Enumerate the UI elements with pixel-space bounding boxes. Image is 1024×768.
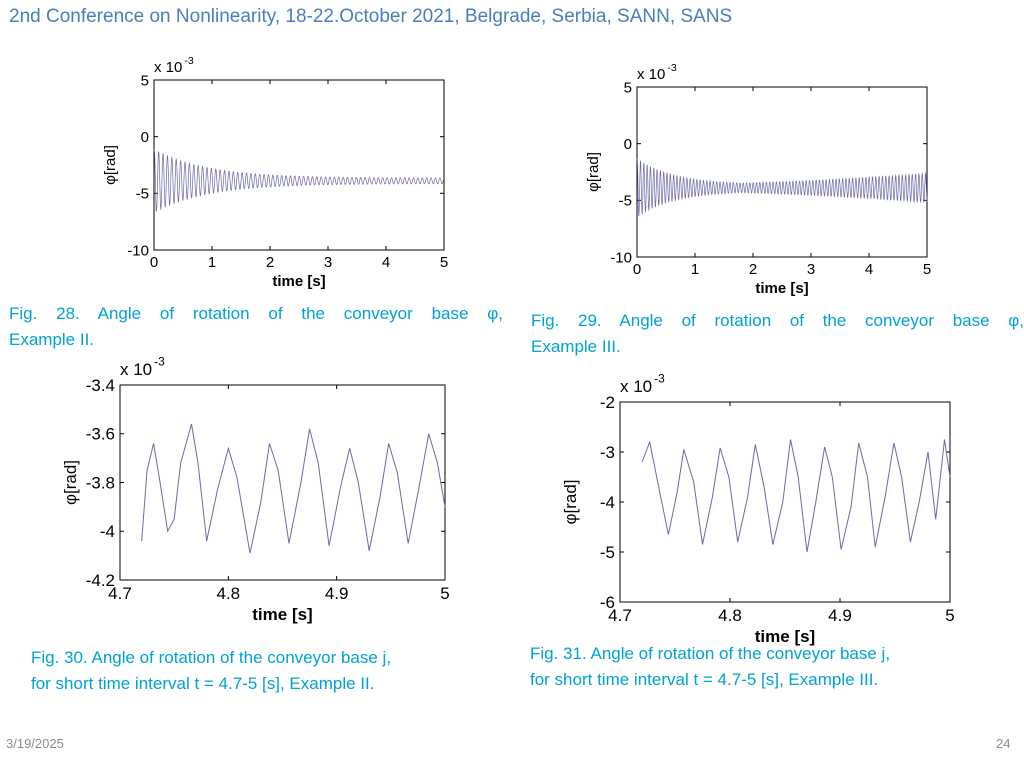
caption-fig31-line1: Fig. 31. Angle of rotation of the convey… [530,644,891,663]
fig30-xtick-label-3: 5 [440,584,449,603]
chart-fig28: 0 1 2 3 4 5 -10 -5 0 5 x 10 -3 time [s] φ[rad] [90,50,460,300]
fig30-xlabel: time [s] [252,605,312,624]
fig28-xtick-label-1: 1 [208,254,216,271]
fig30-ytick-label-3: -3.6 [86,425,115,444]
caption-fig30-line2: for short time interval t = 4.7-5 [s], E… [31,674,375,693]
fig31-ytick-label-0: -6 [600,593,615,612]
fig30-ylabel: φ[rad] [61,460,80,505]
fig28-xtick-label-2: 2 [266,254,274,271]
fig29-xtick-label-1: 1 [691,261,699,278]
fig31-multiplier-exponent: -3 [654,372,665,386]
chart-fig28-svg: 0 1 2 3 4 5 -10 -5 0 5 x 10 -3 time [s] φ[rad] [102,55,448,290]
fig31-ytick-label-1: -5 [600,543,615,562]
fig30-ytick-label-0: -4.2 [86,571,115,590]
fig30-xtick-label-0: 4.7 [108,584,132,603]
fig28-xtick-label-0: 0 [150,254,158,271]
fig28-plot-frame [153,79,445,251]
caption-fig31-line2: for short time interval t = 4.7-5 [s], E… [530,670,879,689]
fig28-multiplier-label: x 10 [154,59,182,76]
fig28-ylabel: φ[rad] [102,145,119,185]
fig28-ytick-label-3: 5 [141,72,149,89]
fig29-ytick-label-2: 0 [624,136,632,153]
fig30-xtick-label-2: 4.9 [325,584,349,603]
fig29-ytick-label-1: -5 [619,193,632,210]
chart-fig30-svg: 4.7 4.8 4.9 5 -4.2 -4 -3.8 -3.6 -3.4 x 10 -3 time [… [61,355,450,624]
fig31-xtick-label-3: 5 [945,606,954,625]
caption-fig29: Fig. 29. Angle of rotation of the convey… [531,308,1024,360]
fig31-series-line [641,439,951,553]
fig29-xlabel: time [s] [755,280,808,297]
footer-page-number: 24 [996,736,1011,751]
fig29-xtick-label-3: 3 [807,261,815,278]
caption-fig30: Fig. 30. Angle of rotation of the convey… [31,645,501,697]
fig30-multiplier-exponent: -3 [154,355,165,369]
fig29-xtick-label-5: 5 [923,261,931,278]
fig29-ytick-label-3: 5 [624,79,632,96]
chart-fig29: 0 1 2 3 4 5 -10 -5 0 5 x 10 -3 time [s] φ[rad] [575,55,950,305]
chart-fig30: 4.7 4.8 4.9 5 -4.2 -4 -3.8 -3.6 -3.4 x 10 -3 time [… [40,345,470,635]
caption-fig31: Fig. 31. Angle of rotation of the convey… [530,641,1010,693]
chart-fig31: 4.7 4.8 4.9 5 -6 -5 -4 -3 -2 x 10 -3 time [s] φ[rad] [560,365,980,646]
fig30-ytick-label-4: -3.4 [86,376,115,395]
fig31-ytick-label-2: -4 [600,493,615,512]
fig31-xtick-label-1: 4.8 [718,606,742,625]
caption-fig28-line2: Example II. [9,330,95,349]
fig29-xtick-label-4: 4 [865,261,873,278]
caption-fig28: Fig. 28. Angle of rotation of the convey… [9,301,503,353]
fig30-multiplier-label: x 10 [120,360,152,379]
fig31-xtick-label-0: 4.7 [608,606,632,625]
fig28-xtick-label-4: 4 [382,254,390,271]
fig28-xlabel: time [s] [272,273,325,290]
fig31-multiplier-label: x 10 [620,377,652,396]
caption-fig28-line1: Fig. 28. Angle of rotation of the convey… [9,304,503,323]
page-header: 2nd Conference on Nonlinearity, 18-22.Oc… [9,6,733,27]
fig30-series-line [141,423,446,554]
fig29-series-line [636,158,928,217]
caption-fig29-line1: Fig. 29. Angle of rotation of the convey… [531,311,1024,330]
fig31-ylabel: φ[rad] [561,479,580,524]
fig29-xtick-label-2: 2 [749,261,757,278]
fig31-xtick-label-2: 4.9 [828,606,852,625]
fig30-ytick-label-2: -3.8 [86,473,115,492]
chart-fig29-svg: 0 1 2 3 4 5 -10 -5 0 5 x 10 -3 time [s] φ[rad] [585,62,931,297]
fig28-multiplier-exponent: -3 [184,55,193,67]
footer-date: 3/19/2025 [6,736,64,751]
caption-fig29-line2: Example III. [531,337,621,356]
fig28-xtick-label-5: 5 [440,254,448,271]
fig29-plot-frame [636,86,928,258]
fig30-ytick-label-1: -4 [100,522,115,541]
fig29-ytick-label-0: -10 [610,249,632,266]
fig28-ytick-label-2: 0 [141,129,149,146]
fig29-ylabel: φ[rad] [585,152,602,192]
fig31-plot-frame [619,401,951,603]
caption-fig30-line1: Fig. 30. Angle of rotation of the convey… [31,648,392,667]
fig31-ytick-label-3: -3 [600,443,615,462]
fig29-multiplier-label: x 10 [637,66,665,83]
fig28-series-line [153,148,445,212]
fig29-xtick-label-0: 0 [633,261,641,278]
fig28-xtick-label-3: 3 [324,254,332,271]
fig29-multiplier-exponent: -3 [667,62,676,74]
fig30-plot-frame [119,384,446,581]
fig30-xtick-label-1: 4.8 [217,584,241,603]
fig28-ytick-label-0: -10 [127,242,149,259]
fig28-ytick-label-1: -5 [136,186,149,203]
fig31-ytick-label-4: -2 [600,393,615,412]
fig31-xlabel: time [s] [755,627,815,646]
